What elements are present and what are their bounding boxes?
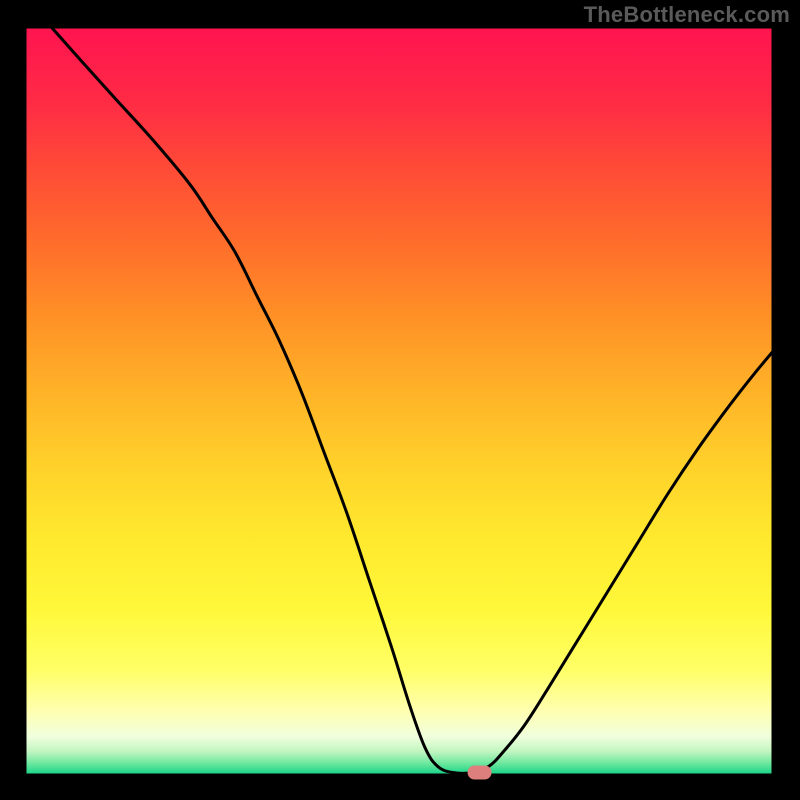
bottleneck-chart	[0, 0, 800, 800]
chart-frame: TheBottleneck.com	[0, 0, 800, 800]
minimum-marker	[468, 766, 492, 780]
plot-background	[26, 28, 772, 774]
